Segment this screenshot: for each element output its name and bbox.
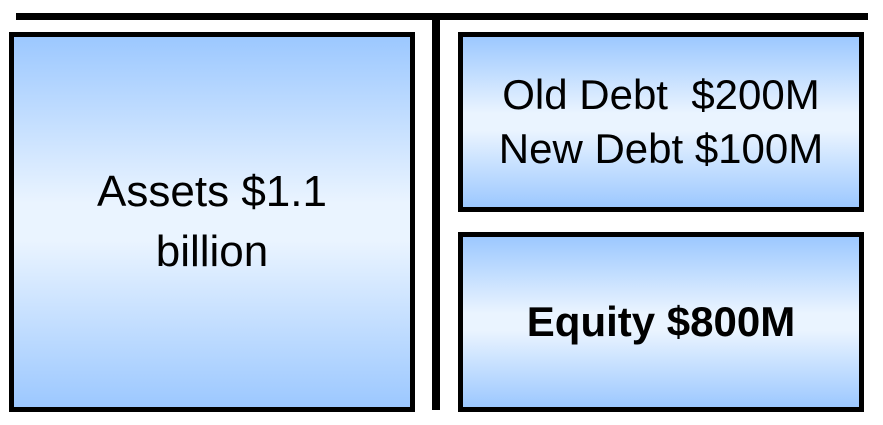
t-account-top-bar [16,13,868,20]
debt-box: Old Debt $200M New Debt $100M [458,32,864,212]
assets-label-line2: billion [155,227,269,276]
t-account-vertical-bar [432,13,440,410]
new-debt-label: New Debt $100M [498,125,824,172]
assets-box: Assets $1.1 billion [9,32,415,412]
old-debt-label: Old Debt $200M [502,71,820,118]
equity-box: Equity $800M [458,232,864,412]
assets-label-line1: Assets $1.1 [97,167,327,216]
equity-label: Equity $800M [526,298,796,345]
